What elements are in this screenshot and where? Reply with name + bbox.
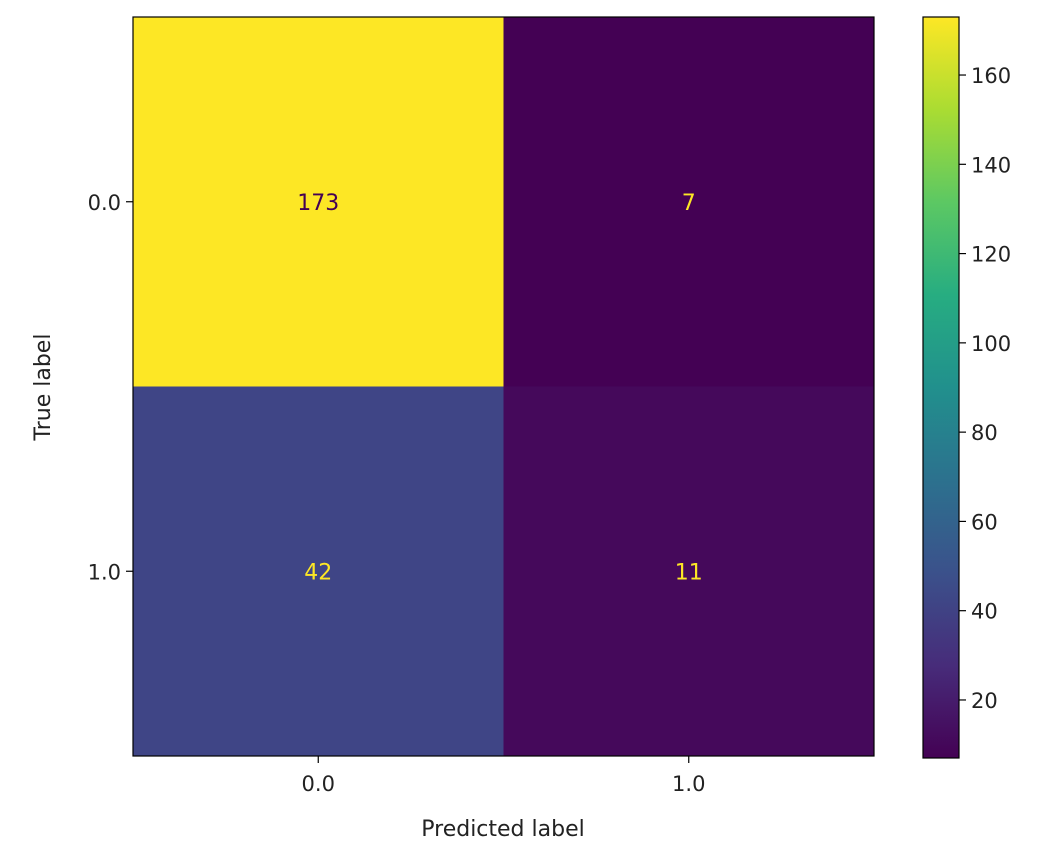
x-tick-label: 0.0 [302,772,335,796]
y-axis-ticks: 0.0 1.0 [88,191,133,584]
heatmap-cell [503,17,875,387]
colorbar-tick-label: 20 [971,689,998,713]
cell-value-label: 11 [675,560,703,585]
colorbar-tick-label: 100 [971,332,1011,356]
colorbar-tick-label: 80 [971,421,998,445]
heatmap-cell [133,17,504,387]
plot-frame [132,16,875,757]
y-tick-label: 1.0 [88,560,121,584]
colorbar-tick-label: 160 [971,64,1011,88]
cell-annotations: 173 7 42 11 [297,191,703,586]
cell-value-label: 7 [682,191,696,216]
x-axis-label: Predicted label [421,817,584,842]
y-tick-label: 0.0 [88,191,121,215]
heatmap-cell [503,386,875,757]
colorbar-tick-label: 140 [971,153,1011,177]
colorbar-ticks: 20 40 60 80 100 120 140 160 [959,64,1011,713]
cell-value-label: 42 [304,560,332,585]
y-axis-label: True label [31,334,56,442]
colorbar-tick-label: 60 [971,510,998,534]
cell-value-label: 173 [297,191,339,216]
x-tick-label: 1.0 [672,772,705,796]
colorbar-tick-label: 120 [971,243,1011,267]
colorbar-tick-label: 40 [971,600,998,624]
colorbar [922,16,960,759]
heatmap-cells [133,17,875,757]
heatmap-cell [133,386,504,757]
x-axis-ticks: 0.0 1.0 [302,756,705,796]
